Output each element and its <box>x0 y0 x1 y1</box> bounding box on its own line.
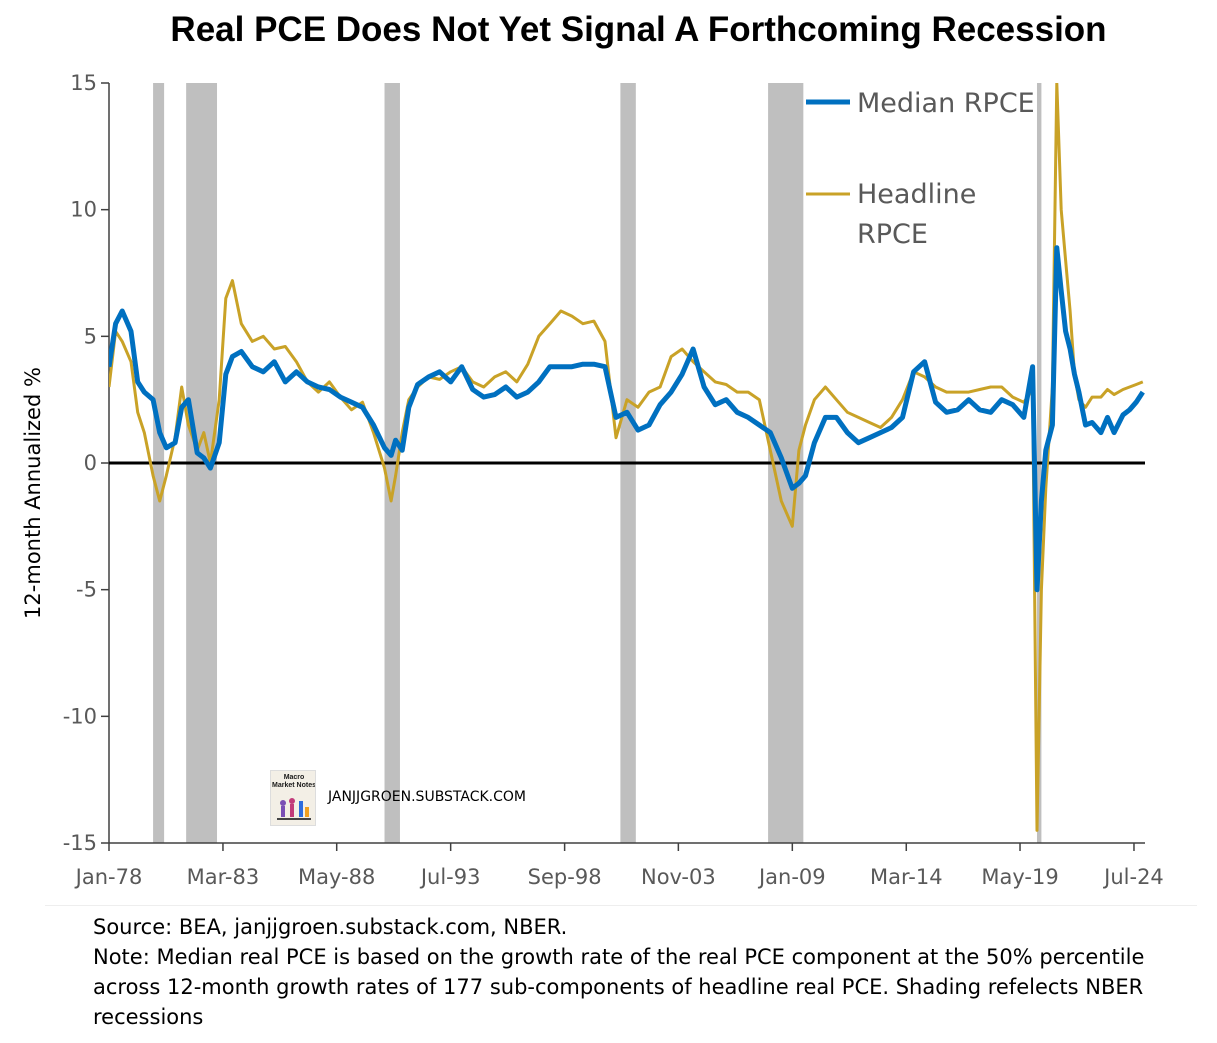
y-tick-label: 5 <box>84 324 97 348</box>
axes: 15 10 5 0 -5 -10 -15 Jan-78 Mar-83 May-88 Jul-93 Se… <box>63 71 1164 889</box>
source-note: Source: BEA, janjjgroen.substack.com, NB… <box>93 915 568 939</box>
x-tick-label: Nov-03 <box>641 865 716 889</box>
chart-title: Real PCE Does Not Yet Signal A Forthcomi… <box>170 10 1107 49</box>
y-tick-label: -10 <box>63 704 97 728</box>
footer: Source: BEA, janjjgroen.substack.com, NB… <box>93 912 1203 1032</box>
y-tick-label: -15 <box>63 831 97 855</box>
legend-label-median: Median RPCE <box>857 88 1035 119</box>
methodology-note: Note: Median real PCE is based on the gr… <box>93 945 1145 1029</box>
logo-art-icon <box>277 798 311 820</box>
x-tick-label: Mar-83 <box>187 865 260 889</box>
series-line-median-rpce <box>109 245 1145 593</box>
x-tick-label: Jan-09 <box>757 865 826 889</box>
x-tick-label: Sep-98 <box>528 865 602 889</box>
x-tick-label: Jul-24 <box>1102 865 1164 889</box>
chart: 15 10 5 0 -5 -10 -15 Jan-78 Mar-83 May-88 Jul-93 Se… <box>21 71 1164 889</box>
y-axis-label: 12-month Annualized % <box>21 367 45 619</box>
y-tick-label: 15 <box>70 71 97 95</box>
substack-logo: Macro Market Notes <box>270 770 316 826</box>
y-tick-label: 10 <box>70 198 97 222</box>
watermark: Macro Market Notes JANJJGROEN.SUBSTACK.C… <box>270 770 560 826</box>
x-tick-label: Jan-78 <box>74 865 143 889</box>
y-tick-label: 0 <box>84 451 97 475</box>
y-tick-label: -5 <box>76 578 97 602</box>
legend: Median RPCE Headline RPCE <box>806 88 1035 250</box>
x-tick-label: May-19 <box>981 865 1058 889</box>
footer-divider <box>45 905 1197 906</box>
x-tick-label: Jul-93 <box>419 865 481 889</box>
x-tick-label: Mar-14 <box>870 865 943 889</box>
legend-label-headline: Headline RPCE <box>857 179 976 250</box>
x-tick-label: May-88 <box>298 865 375 889</box>
logo-text: Macro Market Notes <box>272 774 316 789</box>
series-lines <box>109 83 1145 832</box>
watermark-label: JANJJGROEN.SUBSTACK.COM <box>328 789 527 805</box>
